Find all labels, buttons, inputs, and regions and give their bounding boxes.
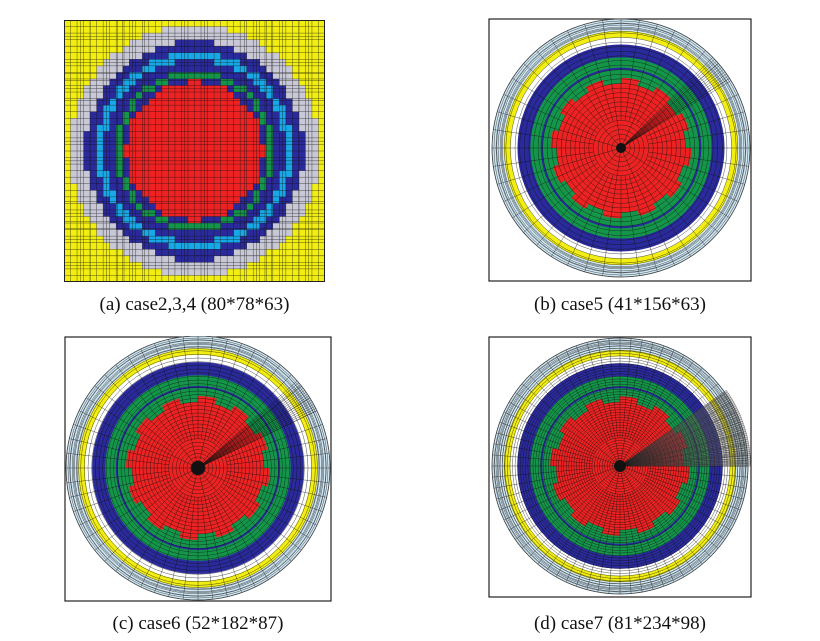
caption-d: (d) case7 (81*234*98) bbox=[533, 613, 706, 634]
radial-mesh-lines bbox=[491, 18, 751, 278]
caption-c: (c) case6 (52*182*87) bbox=[112, 613, 284, 634]
cylindrical-mesh-figure bbox=[488, 18, 752, 282]
outer-boundary bbox=[491, 337, 749, 595]
refined-sector-mesh bbox=[619, 389, 751, 467]
refined-wedge-lines bbox=[620, 57, 732, 149]
panel-c-cylindrical-mesh bbox=[64, 336, 332, 602]
outer-boundary bbox=[491, 18, 751, 278]
outer-boundary bbox=[65, 336, 331, 601]
panel-b-cylindrical-mesh bbox=[488, 18, 752, 282]
refined-wedge-lines bbox=[197, 380, 317, 469]
center-hub bbox=[616, 143, 626, 153]
caption-a: (a) case2,3,4 (80*78*63) bbox=[99, 294, 290, 315]
cartesian-mesh-figure bbox=[64, 20, 325, 282]
cylindrical-mesh-figure bbox=[64, 336, 332, 602]
panel-a-cartesian-mesh bbox=[64, 20, 325, 282]
mesh-grid-lines bbox=[64, 20, 325, 282]
panel-border bbox=[64, 20, 325, 282]
panel-d-refined-cylindrical-mesh bbox=[488, 336, 752, 598]
center-hub bbox=[614, 460, 626, 472]
center-hub bbox=[191, 461, 205, 475]
refined-cylindrical-mesh-figure bbox=[488, 336, 752, 598]
refined-sector-overlay bbox=[628, 390, 751, 466]
caption-b: (b) case5 (41*156*63) bbox=[533, 294, 706, 315]
